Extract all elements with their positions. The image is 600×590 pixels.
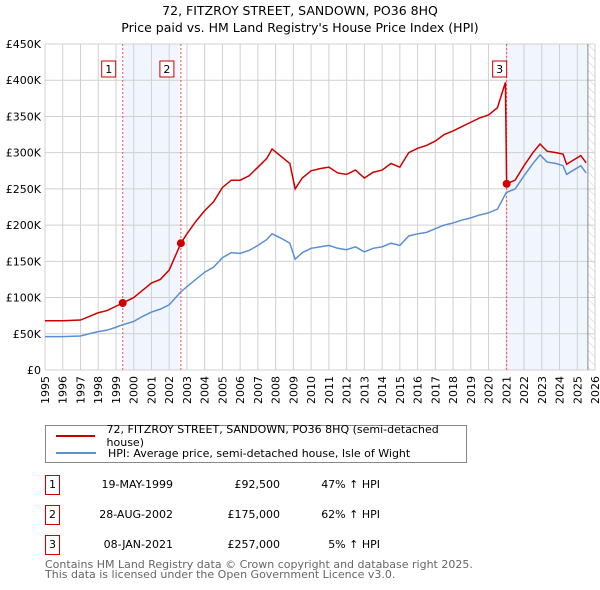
sale-label-box <box>101 60 117 78</box>
legend-label: 72, FITZROY STREET, SANDOWN, PO36 8HQ (s… <box>106 423 439 449</box>
legend: 72, FITZROY STREET, SANDOWN, PO36 8HQ (s… <box>45 423 467 463</box>
table-row: 3 08-JAN-2021 £257,000 5% ↑ HPI <box>45 535 445 555</box>
sale-hpi: 47% ↑ HPI <box>321 478 380 491</box>
sale-price: £257,000 <box>227 538 281 551</box>
sale-date: 19-MAY-1999 <box>101 478 173 491</box>
footer: Contains HM Land Registry data © Crown c… <box>45 558 473 581</box>
x-tick-label: 2002 <box>163 376 176 404</box>
x-tick-label: 2011 <box>323 376 336 404</box>
x-tick-label: 2021 <box>500 376 513 404</box>
sale-label-box <box>159 60 175 78</box>
chart: 1995 1996 1997 1998 1999 2000 2001 2002 2003 2004… <box>6 38 600 404</box>
x-tick-label: 1996 <box>57 376 70 404</box>
x-tick-label: 2005 <box>216 376 229 404</box>
shaded-region <box>506 44 588 370</box>
x-tick-label: 2023 <box>536 376 549 404</box>
title: 72, FITZROY STREET, SANDOWN, PO36 8HQ <box>162 3 438 18</box>
legend-item-hpi: HPI: Average price, semi-detached house,… <box>56 445 410 461</box>
sale-label: 3 <box>496 63 503 76</box>
x-tick-label: 2018 <box>447 376 460 404</box>
sale-marker: 2 <box>45 505 60 525</box>
y-tick-label: £400K <box>6 74 42 87</box>
y-tick-label: £50K <box>13 328 42 341</box>
sale-label: 1 <box>105 63 112 76</box>
y-tick-label: £100K <box>6 292 42 305</box>
x-tick-label: 1998 <box>92 376 105 404</box>
legend-label: HPI: Average price, semi-detached house,… <box>108 446 411 460</box>
x-tick-label: 2022 <box>518 376 531 404</box>
sale-point <box>176 239 185 248</box>
sale-marker: 3 <box>45 535 60 555</box>
sale-price: £175,000 <box>227 508 281 521</box>
sale-label: 2 <box>163 63 170 76</box>
x-tick-label: 2026 <box>589 376 600 404</box>
sale-price: £92,500 <box>234 478 281 491</box>
x-tick-label: 2020 <box>483 376 496 404</box>
x-tick-label: 1995 <box>39 376 52 404</box>
sale-date: 28-AUG-2002 <box>99 508 173 521</box>
x-tick-label: 2014 <box>376 376 389 404</box>
sale-hpi: 62% ↑ HPI <box>321 508 380 521</box>
table-row: 2 28-AUG-2002 £175,000 62% ↑ HPI <box>45 505 445 525</box>
x-tick-label: 1997 <box>74 376 87 404</box>
footer-line: This data is licensed under the Open Gov… <box>45 568 396 581</box>
sale-point <box>502 179 511 188</box>
forecast-hatch <box>587 44 595 370</box>
hpi-line <box>45 153 587 338</box>
sale-label-box <box>492 60 508 78</box>
x-tick-label: 2007 <box>252 376 265 404</box>
subtitle: Price paid vs. HM Land Registry's House … <box>121 20 479 35</box>
x-tick-label: 2024 <box>554 376 567 404</box>
x-tick-label: 2010 <box>305 376 318 404</box>
x-tick-label: 2008 <box>270 376 283 404</box>
y-tick-label: £0 <box>27 364 41 377</box>
x-tick-label: 2019 <box>465 376 478 404</box>
x-tick-label: 2025 <box>571 376 584 404</box>
legend-swatch-red <box>56 435 95 437</box>
y-tick-label: £250K <box>6 183 42 196</box>
x-tick-label: 2009 <box>287 376 300 404</box>
legend-swatch-blue <box>56 452 96 454</box>
y-tick-label: £150K <box>6 255 42 268</box>
legend-item-property: 72, FITZROY STREET, SANDOWN, PO36 8HQ (s… <box>56 423 466 449</box>
property-line <box>45 82 587 322</box>
sale-hpi: 5% ↑ HPI <box>328 538 380 551</box>
x-tick-label: 2003 <box>181 376 194 404</box>
y-tick-label: £350K <box>6 110 42 123</box>
x-tick-label: 2001 <box>145 376 158 404</box>
chart-title: 72, FITZROY STREET, SANDOWN, PO36 8HQ Pr… <box>0 2 600 36</box>
sale-marker: 1 <box>45 475 60 495</box>
footer-line: Contains HM Land Registry data © Crown c… <box>45 558 473 571</box>
y-tick-label: £450K <box>6 38 42 51</box>
sale-date: 08-JAN-2021 <box>103 538 173 551</box>
table-row: 1 19-MAY-1999 £92,500 47% ↑ HPI <box>45 475 445 495</box>
x-tick-label: 2012 <box>341 376 354 404</box>
y-tick-label: £300K <box>6 147 42 160</box>
x-tick-label: 2000 <box>128 376 141 404</box>
x-tick-label: 2016 <box>412 376 425 404</box>
y-tick-label: £200K <box>6 219 42 232</box>
x-tick-label: 2004 <box>199 376 212 404</box>
x-tick-label: 1999 <box>110 376 123 404</box>
sale-point <box>118 298 127 307</box>
x-tick-label: 2006 <box>234 376 247 404</box>
x-tick-label: 2015 <box>394 376 407 404</box>
x-tick-label: 2017 <box>429 376 442 404</box>
x-tick-label: 2013 <box>358 376 371 404</box>
